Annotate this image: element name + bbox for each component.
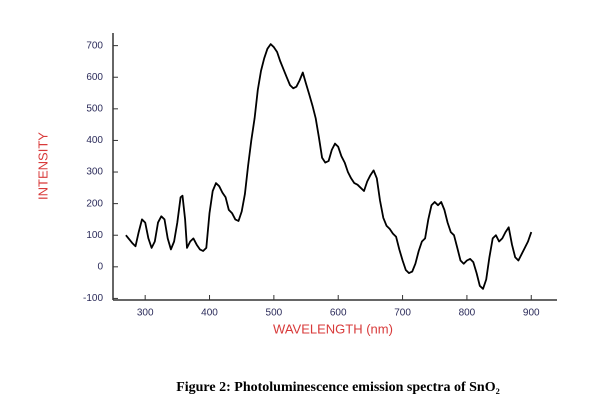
x-tick-label: 300 xyxy=(137,308,154,319)
x-axis-label: WAVELENGTH (nm) xyxy=(273,321,393,336)
x-tick-label: 400 xyxy=(201,308,218,319)
x-tick-label: 600 xyxy=(330,308,347,319)
x-tick-label: 700 xyxy=(394,308,411,319)
y-tick-label: 200 xyxy=(86,198,103,209)
y-tick-label: 600 xyxy=(86,72,103,83)
chart-title: Figure 2: Photoluminescence emission spe… xyxy=(176,380,500,395)
y-tick-label: 300 xyxy=(86,167,103,178)
y-tick-label: 100 xyxy=(86,230,103,241)
y-tick-label: -100 xyxy=(83,293,103,304)
x-tick-label: 900 xyxy=(523,308,540,319)
y-tick-label: 700 xyxy=(86,40,103,51)
y-tick-label: 500 xyxy=(86,103,103,114)
y-axis-label: INTENSITY xyxy=(35,132,50,200)
spectrum-line xyxy=(125,43,533,290)
y-tick-label: 0 xyxy=(97,261,103,272)
x-tick-label: 800 xyxy=(459,308,476,319)
y-tick-label: 400 xyxy=(86,135,103,146)
x-tick-label: 500 xyxy=(266,308,283,319)
